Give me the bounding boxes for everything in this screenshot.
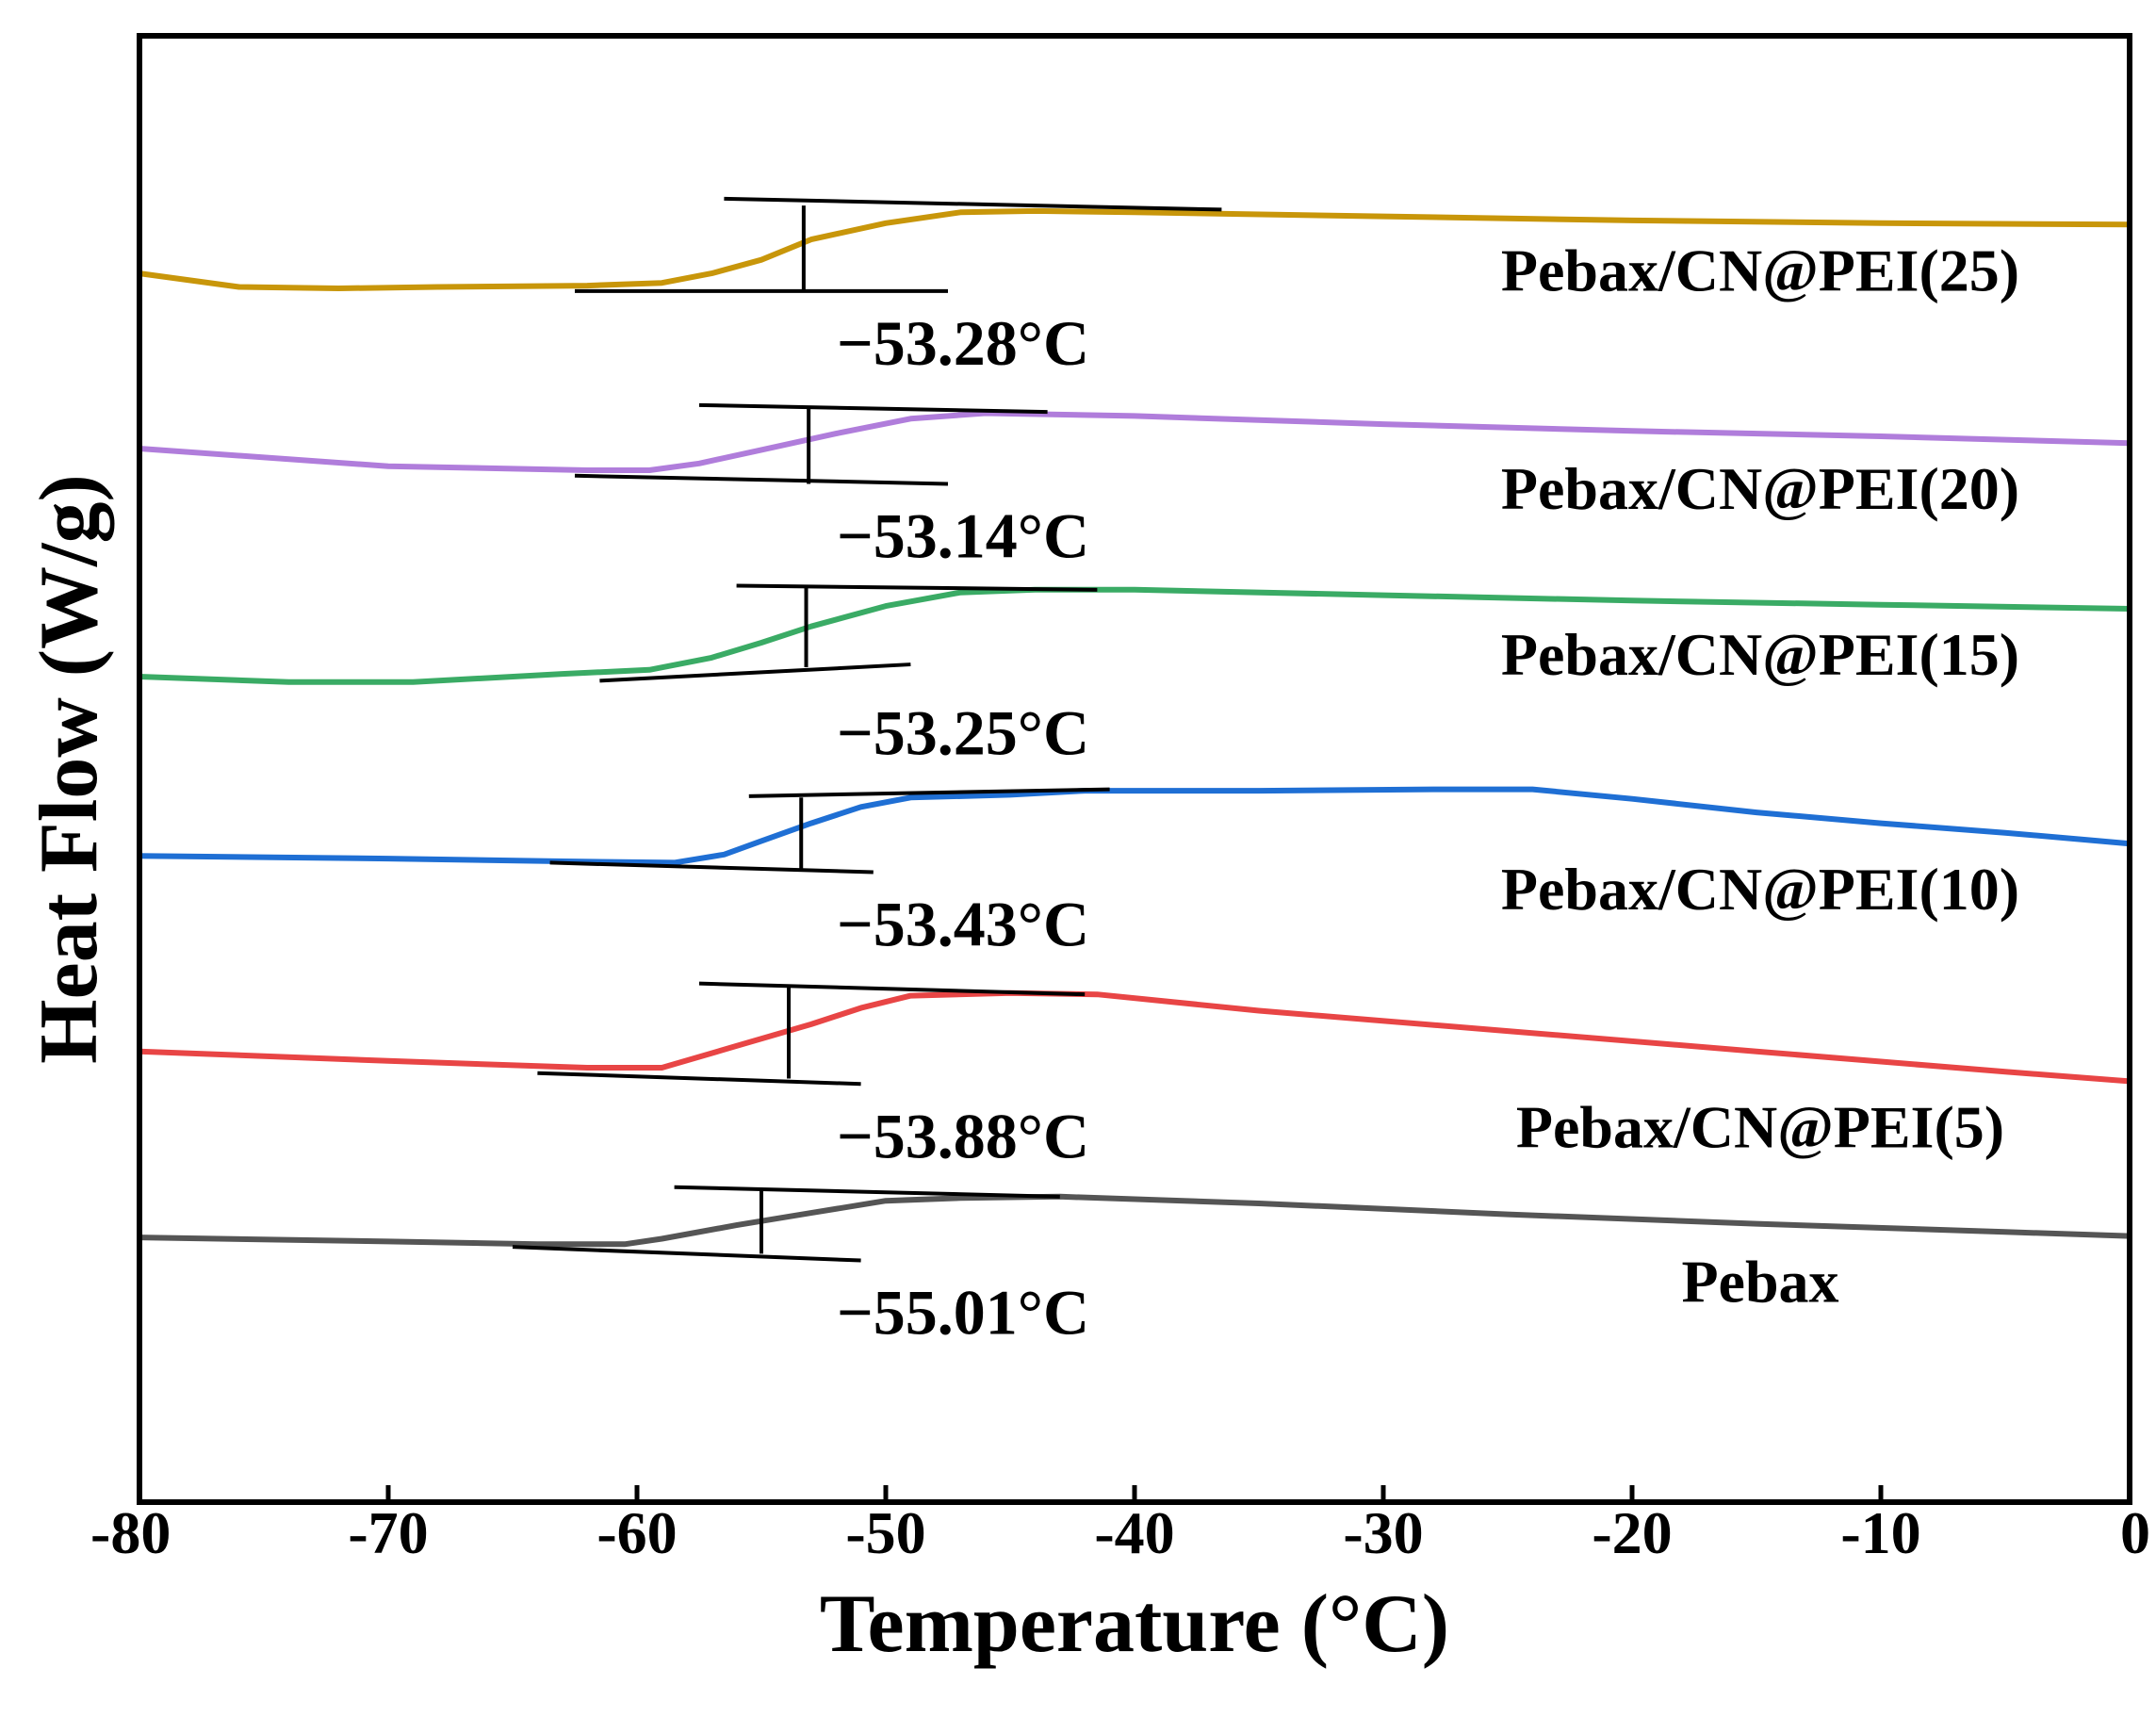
label-layer: −53.28°C Pebax/CN@PEI(25) −53.14°C Pebax/CN… [837, 237, 2019, 1348]
x-tick-label: -70 [348, 1499, 428, 1566]
series-label-pebax-cn-pei-5: Pebax/CN@PEI(5) [1516, 1093, 2004, 1160]
end-tangent-pebax-cn-pei-10 [748, 787, 1110, 798]
series-label-pebax-cn-pei-10: Pebax/CN@PEI(10) [1501, 856, 2019, 923]
tg-label-pebax-cn-pei-10: −53.43°C [837, 888, 1089, 959]
series-line-pebax-cn-pei-15 [139, 586, 2131, 685]
x-tick-layer: -80 -70 -60 -50 -40 -30 -20 -10 0 [90, 1485, 2150, 1566]
end-tangent-pebax-cn-pei-5 [698, 981, 1086, 997]
series-line-pebax-cn-pei-5 [139, 989, 2131, 1085]
y-axis-title: Heat Flow (W/g) [24, 474, 115, 1064]
x-tick-label: -40 [1094, 1499, 1174, 1566]
onset-tangent-pebax [512, 1245, 861, 1263]
onset-tangent-pebax-cn-pei-5 [537, 1071, 861, 1087]
tg-label-pebax-cn-pei-20: −53.14°C [837, 499, 1089, 571]
series-layer [139, 207, 2131, 1248]
end-tangent-pebax [674, 1185, 1060, 1199]
series-line-pebax-cn-pei-10 [139, 786, 2131, 866]
tg-label-pebax-cn-pei-5: −53.88°C [837, 1100, 1089, 1171]
onset-tangent-pebax-cn-pei-15 [599, 662, 911, 683]
tg-label-pebax: −55.01°C [837, 1277, 1089, 1349]
tangent-layer [512, 196, 1222, 1263]
x-tick-label: -60 [596, 1499, 677, 1566]
end-tangent-pebax-cn-pei-25 [724, 196, 1222, 212]
end-tangent-pebax-cn-pei-15 [736, 583, 1098, 592]
series-label-pebax-cn-pei-15: Pebax/CN@PEI(15) [1501, 621, 2019, 688]
series-line-pebax [139, 1193, 2131, 1248]
series-label-pebax-cn-pei-20: Pebax/CN@PEI(20) [1501, 455, 2019, 522]
onset-tangent-pebax-cn-pei-20 [574, 473, 949, 486]
x-tick-label: -80 [90, 1499, 171, 1566]
series-label-pebax: Pebax [1681, 1249, 1838, 1316]
x-tick-label: 0 [2120, 1499, 2150, 1566]
tg-label-pebax-cn-pei-15: −53.25°C [837, 696, 1089, 768]
x-tick-label: -20 [1592, 1499, 1672, 1566]
tg-label-pebax-cn-pei-25: −53.28°C [837, 307, 1089, 379]
series-label-pebax-cn-pei-25: Pebax/CN@PEI(25) [1501, 237, 2019, 303]
x-axis-title: Temperature (°C) [820, 1578, 1449, 1670]
x-tick-label: -50 [845, 1499, 925, 1566]
x-tick-label: -10 [1840, 1499, 1920, 1566]
series-line-pebax-cn-pei-20 [139, 410, 2131, 473]
series-line-pebax-cn-pei-25 [139, 207, 2131, 291]
end-tangent-pebax-cn-pei-20 [698, 402, 1048, 415]
x-tick-label: -30 [1343, 1499, 1423, 1566]
onset-tangent-pebax-cn-pei-10 [549, 860, 874, 875]
